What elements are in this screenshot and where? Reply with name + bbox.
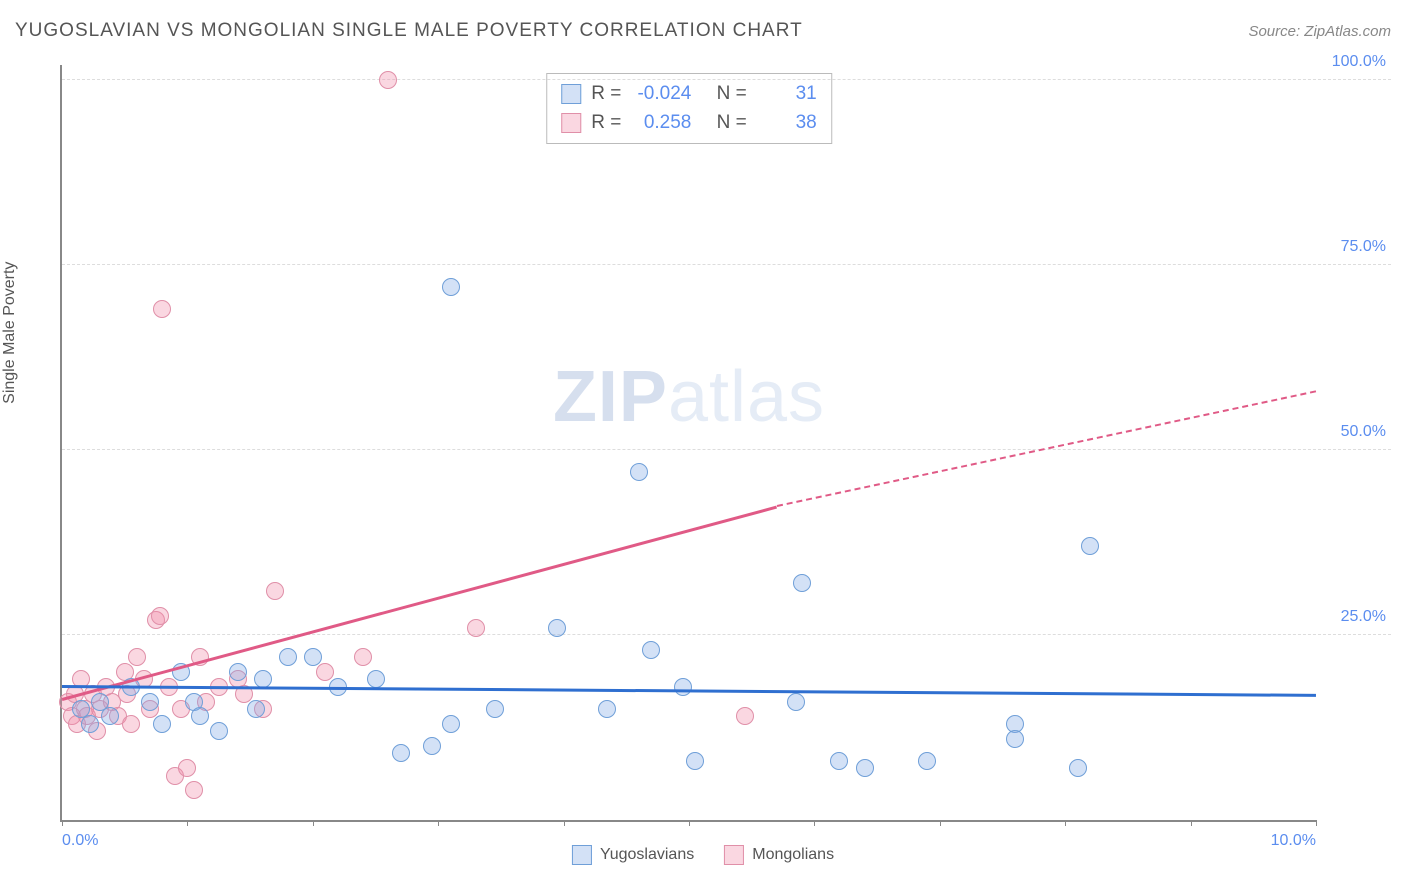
legend-item-yugoslavians: Yugoslavians bbox=[572, 845, 694, 865]
point-yugoslavians bbox=[856, 759, 874, 777]
stats-box: R = -0.024 N = 31 R = 0.258 N = 38 bbox=[546, 73, 832, 144]
x-tick bbox=[564, 820, 565, 826]
gridline-h bbox=[62, 264, 1391, 265]
point-yugoslavians bbox=[423, 737, 441, 755]
point-mongolians bbox=[153, 300, 171, 318]
point-mongolians bbox=[151, 607, 169, 625]
point-mongolians bbox=[185, 781, 203, 799]
chart-container: Single Male Poverty ZIPatlas R = -0.024 … bbox=[15, 55, 1391, 877]
x-tick bbox=[1191, 820, 1192, 826]
watermark-atlas: atlas bbox=[668, 357, 825, 437]
y-tick-label: 100.0% bbox=[1321, 53, 1386, 71]
point-yugoslavians bbox=[229, 663, 247, 681]
trend-line bbox=[62, 505, 777, 700]
stats-R-label: R = bbox=[591, 109, 621, 138]
point-yugoslavians bbox=[918, 752, 936, 770]
y-axis-label: Single Male Poverty bbox=[1, 262, 19, 404]
point-yugoslavians bbox=[598, 700, 616, 718]
x-tick-label: 10.0% bbox=[1271, 832, 1316, 850]
point-yugoslavians bbox=[442, 715, 460, 733]
swatch-yugoslavians bbox=[561, 84, 581, 104]
point-yugoslavians bbox=[279, 648, 297, 666]
stats-N-yugo: 31 bbox=[757, 80, 817, 109]
stats-R-label: R = bbox=[591, 80, 621, 109]
point-yugoslavians bbox=[1081, 537, 1099, 555]
stats-N-mong: 38 bbox=[757, 109, 817, 138]
stats-row-yugoslavians: R = -0.024 N = 31 bbox=[561, 80, 817, 109]
swatch-yugoslavians-legend bbox=[572, 845, 592, 865]
y-tick-label: 25.0% bbox=[1321, 608, 1386, 626]
point-yugoslavians bbox=[486, 700, 504, 718]
point-yugoslavians bbox=[247, 700, 265, 718]
x-tick bbox=[1316, 820, 1317, 826]
chart-header: YUGOSLAVIAN VS MONGOLIAN SINGLE MALE POV… bbox=[15, 20, 1391, 42]
x-tick bbox=[187, 820, 188, 826]
legend-label-yugoslavians: Yugoslavians bbox=[600, 846, 694, 864]
point-yugoslavians bbox=[1006, 730, 1024, 748]
x-tick bbox=[62, 820, 63, 826]
stats-N-label: N = bbox=[717, 80, 747, 109]
stats-N-label: N = bbox=[717, 109, 747, 138]
swatch-mongolians bbox=[561, 113, 581, 133]
gridline-h bbox=[62, 634, 1391, 635]
x-tick-label: 0.0% bbox=[62, 832, 98, 850]
plot-area: ZIPatlas R = -0.024 N = 31 R = 0.258 N =… bbox=[60, 65, 1316, 822]
x-tick bbox=[940, 820, 941, 826]
y-tick-label: 75.0% bbox=[1321, 238, 1386, 256]
point-mongolians bbox=[736, 707, 754, 725]
point-yugoslavians bbox=[442, 278, 460, 296]
point-yugoslavians bbox=[304, 648, 322, 666]
point-yugoslavians bbox=[191, 707, 209, 725]
point-yugoslavians bbox=[210, 722, 228, 740]
watermark-zip: ZIP bbox=[553, 357, 668, 437]
point-mongolians bbox=[316, 663, 334, 681]
legend-bottom: Yugoslavians Mongolians bbox=[572, 845, 834, 865]
watermark: ZIPatlas bbox=[553, 356, 825, 438]
stats-row-mongolians: R = 0.258 N = 38 bbox=[561, 109, 817, 138]
point-yugoslavians bbox=[392, 744, 410, 762]
point-yugoslavians bbox=[686, 752, 704, 770]
gridline-h bbox=[62, 449, 1391, 450]
point-mongolians bbox=[379, 71, 397, 89]
point-yugoslavians bbox=[81, 715, 99, 733]
point-yugoslavians bbox=[153, 715, 171, 733]
stats-R-mong: 0.258 bbox=[631, 109, 691, 138]
legend-item-mongolians: Mongolians bbox=[724, 845, 834, 865]
stats-R-yugo: -0.024 bbox=[631, 80, 691, 109]
x-tick bbox=[814, 820, 815, 826]
point-yugoslavians bbox=[548, 619, 566, 637]
point-yugoslavians bbox=[630, 463, 648, 481]
point-mongolians bbox=[178, 759, 196, 777]
x-tick bbox=[313, 820, 314, 826]
point-yugoslavians bbox=[787, 693, 805, 711]
gridline-h bbox=[62, 79, 1391, 80]
point-yugoslavians bbox=[830, 752, 848, 770]
source-attribution: Source: ZipAtlas.com bbox=[1248, 23, 1391, 40]
point-yugoslavians bbox=[141, 693, 159, 711]
x-tick bbox=[1065, 820, 1066, 826]
point-mongolians bbox=[128, 648, 146, 666]
point-mongolians bbox=[122, 715, 140, 733]
point-yugoslavians bbox=[642, 641, 660, 659]
chart-title: YUGOSLAVIAN VS MONGOLIAN SINGLE MALE POV… bbox=[15, 20, 803, 42]
legend-label-mongolians: Mongolians bbox=[752, 846, 834, 864]
x-tick bbox=[438, 820, 439, 826]
point-yugoslavians bbox=[793, 574, 811, 592]
point-mongolians bbox=[266, 582, 284, 600]
point-mongolians bbox=[354, 648, 372, 666]
point-yugoslavians bbox=[101, 707, 119, 725]
point-yugoslavians bbox=[1069, 759, 1087, 777]
point-yugoslavians bbox=[674, 678, 692, 696]
x-tick bbox=[689, 820, 690, 826]
swatch-mongolians-legend bbox=[724, 845, 744, 865]
y-tick-label: 50.0% bbox=[1321, 423, 1386, 441]
point-mongolians bbox=[467, 619, 485, 637]
point-yugoslavians bbox=[367, 670, 385, 688]
